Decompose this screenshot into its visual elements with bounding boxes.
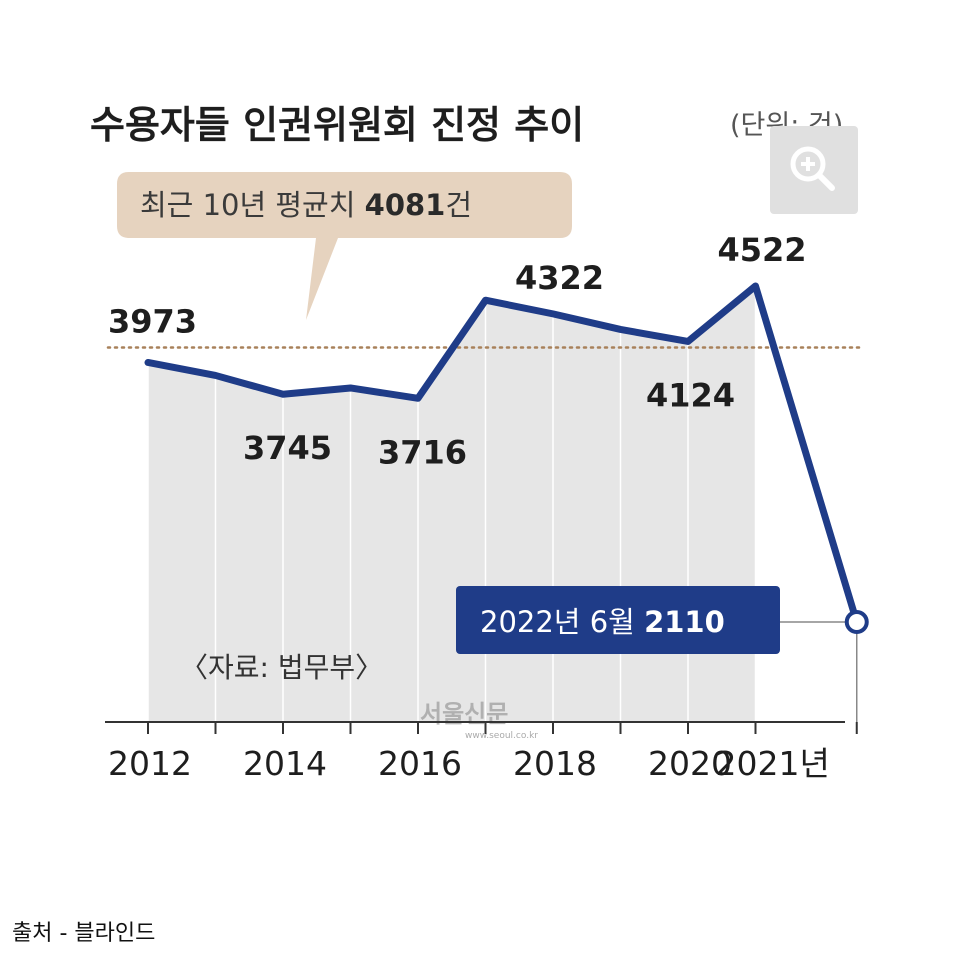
chart-title: 수용자들 인권위원회 진정 추이	[90, 103, 584, 147]
highlight-box	[456, 586, 780, 654]
highlight-callout: 2022년 6월 2110	[456, 586, 780, 654]
zoom-in-icon	[790, 146, 835, 191]
x-tick-label: 2020	[648, 744, 732, 783]
series-line	[144, 282, 861, 626]
average-callout: 최근 10년 평균치 4081건	[117, 172, 572, 320]
x-tick-label: 2012	[108, 744, 192, 783]
source-label: 〈자료: 법무부〉	[180, 651, 383, 684]
data-label: 4124	[646, 376, 735, 414]
watermark-logo: 서울신문	[420, 700, 508, 728]
x-tick-label: 2018	[513, 744, 597, 783]
x-tick-label: 2021년	[716, 744, 830, 783]
average-label: 최근 10년 평균치 4081건	[140, 188, 472, 222]
data-label: 3716	[378, 433, 467, 471]
zoom-button[interactable]	[770, 126, 858, 214]
end-point-marker	[844, 610, 869, 634]
watermark-url: www.seoul.co.kr	[465, 731, 538, 741]
x-tick-label: 2016	[378, 744, 462, 783]
data-label: 4522	[718, 231, 807, 269]
data-labels: 3973 3745 3716 4322 4124 4522	[108, 231, 807, 471]
data-label: 3745	[243, 429, 332, 467]
highlight-label: 2022년 6월 2110	[480, 605, 725, 639]
data-label: 4322	[515, 259, 604, 297]
data-label: 3973	[108, 302, 197, 340]
callout-bubble	[117, 172, 572, 320]
x-tick-label: 2014	[243, 744, 327, 783]
footer-credit: 출처 - 블라인드	[12, 921, 156, 946]
